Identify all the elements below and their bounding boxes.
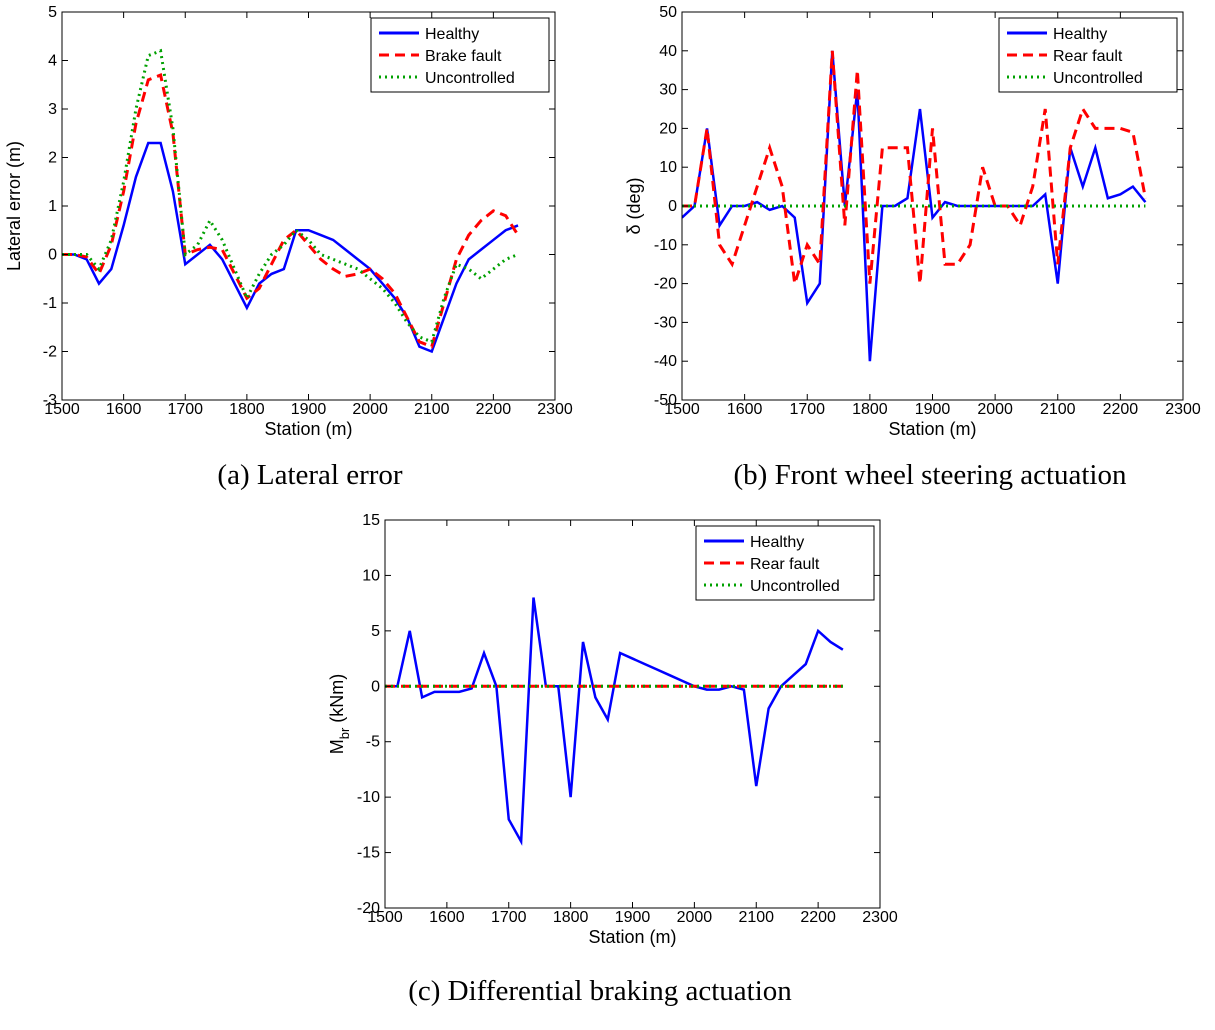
x-tick-label: 1600 <box>727 401 763 418</box>
y-tick-label: -20 <box>654 276 677 293</box>
x-tick-label: 1900 <box>915 401 951 418</box>
legend-label: Uncontrolled <box>425 70 515 87</box>
y-axis-label-main: Lateral error (m) <box>4 141 24 271</box>
x-tick-label: 1700 <box>789 401 825 418</box>
x-tick-label: 2300 <box>1165 401 1201 418</box>
axes-box <box>384 519 881 909</box>
y-tick-label: 1 <box>48 198 57 215</box>
y-tick-label: -10 <box>654 237 677 254</box>
y-tick-label: 5 <box>371 623 380 640</box>
axes-box <box>681 11 1184 401</box>
x-tick-label: 1800 <box>553 909 589 926</box>
x-tick-label: 2000 <box>977 401 1013 418</box>
caption: (b) Front wheel steering actuation <box>734 459 1127 491</box>
y-tick-label: 20 <box>659 120 677 137</box>
x-tick-label: 2300 <box>537 401 573 418</box>
y-tick-label: -15 <box>357 845 380 862</box>
x-tick-label: 1700 <box>491 909 527 926</box>
x-tick-label: 1900 <box>615 909 651 926</box>
caption: (a) Lateral error <box>217 459 402 491</box>
legend-label: Rear fault <box>1053 48 1123 65</box>
y-axis-label-sub: br <box>337 727 352 739</box>
legend-label: Uncontrolled <box>1053 70 1143 87</box>
y-tick-label: 2 <box>48 150 57 167</box>
y-tick-label: -5 <box>366 734 380 751</box>
legend-label: Healthy <box>750 534 804 551</box>
y-tick-label: -20 <box>357 900 380 917</box>
x-axis-label: Station (m) <box>588 927 676 947</box>
series-line <box>62 141 519 354</box>
y-tick-label: -50 <box>654 392 677 409</box>
x-tick-label: 2200 <box>476 401 512 418</box>
legend-label: Healthy <box>425 26 479 43</box>
x-tick-label: 1700 <box>167 401 203 418</box>
x-tick-label: 2100 <box>738 909 774 926</box>
x-tick-label: 1800 <box>229 401 265 418</box>
x-axis-label: Station (m) <box>264 419 352 439</box>
y-tick-label: 0 <box>371 678 380 695</box>
y-tick-label: -40 <box>654 353 677 370</box>
series-line <box>385 597 844 846</box>
y-tick-label: -1 <box>43 295 57 312</box>
y-tick-label: 10 <box>362 567 380 584</box>
plot-area <box>62 48 520 354</box>
y-tick-label: 4 <box>48 53 57 70</box>
x-tick-label: 1500 <box>367 909 403 926</box>
y-tick-label: 3 <box>48 101 57 118</box>
series-line <box>682 50 1147 285</box>
y-axis-label: Lateral error (m) <box>4 141 24 271</box>
x-tick-label: 2100 <box>414 401 450 418</box>
x-tick-label: 2000 <box>352 401 388 418</box>
x-tick-label: 2000 <box>677 909 713 926</box>
y-tick-label: 50 <box>659 4 677 21</box>
y-tick-label: -30 <box>654 314 677 331</box>
y-tick-label: -2 <box>43 344 57 361</box>
y-tick-label: 0 <box>48 247 57 264</box>
x-tick-label: 1900 <box>291 401 327 418</box>
plot-area <box>385 597 844 846</box>
x-tick-label: 2200 <box>800 909 836 926</box>
x-tick-label: 1800 <box>852 401 888 418</box>
y-axis-label-main: M <box>327 739 347 754</box>
y-tick-label: 30 <box>659 82 677 99</box>
x-axis-label: Station (m) <box>888 419 976 439</box>
y-tick-label: 40 <box>659 43 677 60</box>
plot-area <box>682 50 1147 362</box>
legend-label: Healthy <box>1053 26 1107 43</box>
x-tick-label: 1600 <box>106 401 142 418</box>
legend-label: Brake fault <box>425 48 502 65</box>
x-tick-label: 2300 <box>862 909 898 926</box>
y-tick-label: 15 <box>362 512 380 529</box>
legend-label: Rear fault <box>750 556 820 573</box>
y-tick-label: 5 <box>48 4 57 21</box>
x-tick-label: 2200 <box>1103 401 1139 418</box>
caption: (c) Differential braking actuation <box>408 975 792 1007</box>
series-line <box>62 48 519 344</box>
y-axis-label: Mbr (kNm) <box>327 674 352 755</box>
series-line <box>62 73 520 349</box>
y-tick-label: -3 <box>43 392 57 409</box>
y-axis-label-unit: (kNm) <box>327 674 347 723</box>
axes-box <box>61 11 556 401</box>
y-tick-label: 10 <box>659 159 677 176</box>
x-tick-label: 1600 <box>429 909 465 926</box>
x-tick-label: 1500 <box>44 401 80 418</box>
y-tick-label: -10 <box>357 789 380 806</box>
y-axis-label: δ (deg) <box>624 177 644 234</box>
y-tick-label: 0 <box>668 198 677 215</box>
y-axis-label-main: δ (deg) <box>624 177 644 234</box>
legend-label: Uncontrolled <box>750 578 840 595</box>
x-tick-label: 2100 <box>1040 401 1076 418</box>
x-tick-label: 1500 <box>664 401 700 418</box>
